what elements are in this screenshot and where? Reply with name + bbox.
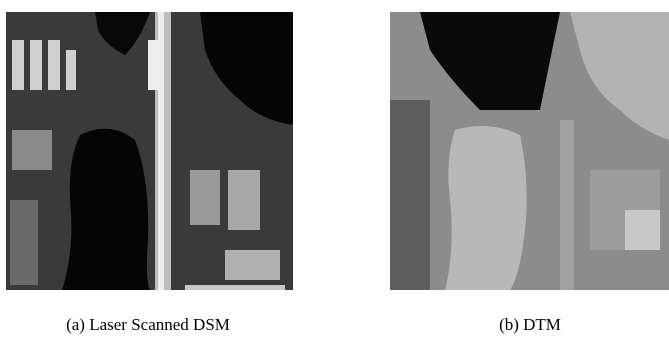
dsm-building [48,40,60,90]
dsm-building [12,40,24,90]
dsm-image [6,12,293,290]
dsm-building [148,40,158,90]
dsm-road-edge [158,12,164,290]
dtm-image [390,12,669,290]
dsm-block [228,170,260,230]
figure: (a) Laser Scanned DSM (b) DTM [0,0,669,345]
dsm-building [30,40,42,90]
dtm-block [625,210,660,250]
dtm-dark-strip [390,100,430,290]
dsm-block [10,200,38,285]
dsm-lake-center [62,129,150,290]
panel-caption: (b) DTM [499,315,561,334]
dsm-block [12,130,52,170]
dsm-block [185,285,285,290]
panel-caption: (a) Laser Scanned DSM [66,315,230,334]
dsm-building [66,50,76,90]
dtm-road [560,120,574,290]
dtm-lake-center [445,126,527,290]
dsm-block [225,250,280,280]
dsm-block [190,170,220,225]
